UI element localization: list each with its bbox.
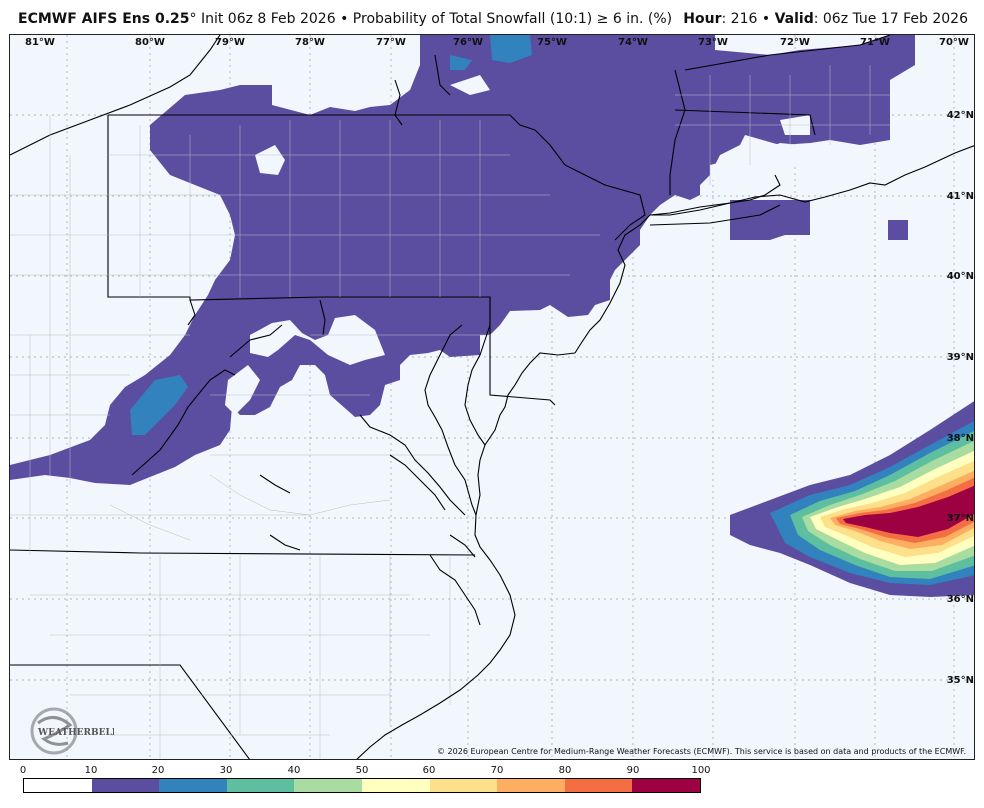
colorbar-tick: 80: [558, 765, 572, 776]
lon-label: 77°W: [376, 37, 406, 48]
lat-label: 35°N: [947, 675, 974, 686]
bullet-2: •: [761, 11, 771, 27]
valid-label: Valid: [774, 11, 814, 27]
colorbar-tick: 70: [490, 765, 504, 776]
header: ECMWF AIFS Ens 0.25° Init 06z 8 Feb 2026…: [0, 0, 984, 34]
lon-label: 70°W: [939, 37, 969, 48]
lat-label: 36°N: [947, 594, 974, 605]
prob-10-20-region: [10, 35, 915, 485]
colorbar-tick: 50: [355, 765, 369, 776]
prob-holes: [225, 75, 810, 415]
colorbar: 0 10 20 30 40 50 60 70 80 90 100: [0, 760, 984, 808]
colorbar-tick: 60: [422, 765, 436, 776]
lat-label: 37°N: [947, 513, 974, 524]
colorbar-segment: [361, 779, 430, 792]
colorbar-segment: [24, 779, 92, 792]
lon-label: 75°W: [537, 37, 567, 48]
prob-area-longisland: [730, 200, 810, 240]
colorbar-segment: [497, 779, 565, 792]
hour-value: : 216: [721, 11, 758, 27]
colorbar-segment: [429, 779, 498, 792]
title-left: ECMWF AIFS Ens 0.25° Init 06z 8 Feb 2026…: [18, 11, 672, 27]
title-right: Hour: 216 • Valid: 06z Tue 17 Feb 2026: [683, 11, 968, 27]
prob-20-30-region: [130, 35, 532, 435]
bullet-1: •: [340, 11, 349, 27]
lon-label: 78°W: [295, 37, 325, 48]
latitude-labels: 42°N 41°N 40°N 39°N 38°N 37°N 36°N 35°N: [947, 110, 974, 686]
colorbar-tick: 30: [219, 765, 233, 776]
map-frame: 81°W 80°W 79°W 78°W 77°W 76°W 75°W 74°W …: [9, 34, 975, 760]
init-time: Init 06z 8 Feb 2026: [200, 11, 336, 27]
model-name: ECMWF AIFS Ens 0.25: [18, 11, 190, 27]
lon-label: 73°W: [698, 37, 728, 48]
colorbar-segment: [226, 779, 295, 792]
valid-value: : 06z Tue 17 Feb 2026: [813, 11, 968, 27]
lon-label: 76°W: [453, 37, 483, 48]
lon-label: 72°W: [780, 37, 810, 48]
degree-symbol: °: [189, 11, 197, 27]
lat-label: 41°N: [947, 191, 974, 202]
copyright-text: © 2026 European Centre for Medium-Range …: [437, 747, 966, 756]
lon-label: 71°W: [860, 37, 890, 48]
lat-label: 40°N: [947, 271, 974, 282]
colorbar-tick: 40: [287, 765, 301, 776]
lon-label: 80°W: [135, 37, 165, 48]
colorbar-tick: 90: [626, 765, 640, 776]
logo-text: WEATHERBELL: [37, 728, 114, 738]
colorbar-segment: [564, 779, 633, 792]
offshore-storm-bands: [730, 401, 974, 597]
colorbar-segment: [159, 779, 227, 792]
colorbar-segment: [632, 779, 700, 792]
hour-label: Hour: [683, 11, 722, 27]
colorbar-tick: 100: [691, 765, 711, 776]
colorbar-tick: 10: [84, 765, 98, 776]
county-borders: [10, 65, 890, 759]
colorbar-tick: 20: [151, 765, 165, 776]
lon-label: 74°W: [618, 37, 648, 48]
product-name: Probability of Total Snowfall (10:1) ≥ 6…: [352, 11, 673, 27]
longitude-labels: 81°W 80°W 79°W 78°W 77°W 76°W 75°W 74°W …: [25, 37, 969, 48]
snowfall-map: 81°W 80°W 79°W 78°W 77°W 76°W 75°W 74°W …: [10, 35, 974, 759]
coastline: [259, 54, 974, 759]
colorbar-segment: [294, 779, 362, 792]
lat-label: 39°N: [947, 352, 974, 363]
prob-area-main: [10, 35, 915, 485]
prob-area-offshore-dot: [888, 220, 908, 240]
lon-label: 79°W: [215, 37, 245, 48]
colorbar-tick: 0: [19, 765, 27, 776]
colorbar-segment: [91, 779, 160, 792]
lat-label: 38°N: [947, 433, 974, 444]
weatherbell-logo: WEATHERBELL: [24, 703, 114, 759]
state-borders: [10, 35, 891, 759]
colorbar-bar: [23, 778, 701, 793]
lat-label: 42°N: [947, 110, 974, 121]
lon-label: 81°W: [25, 37, 55, 48]
